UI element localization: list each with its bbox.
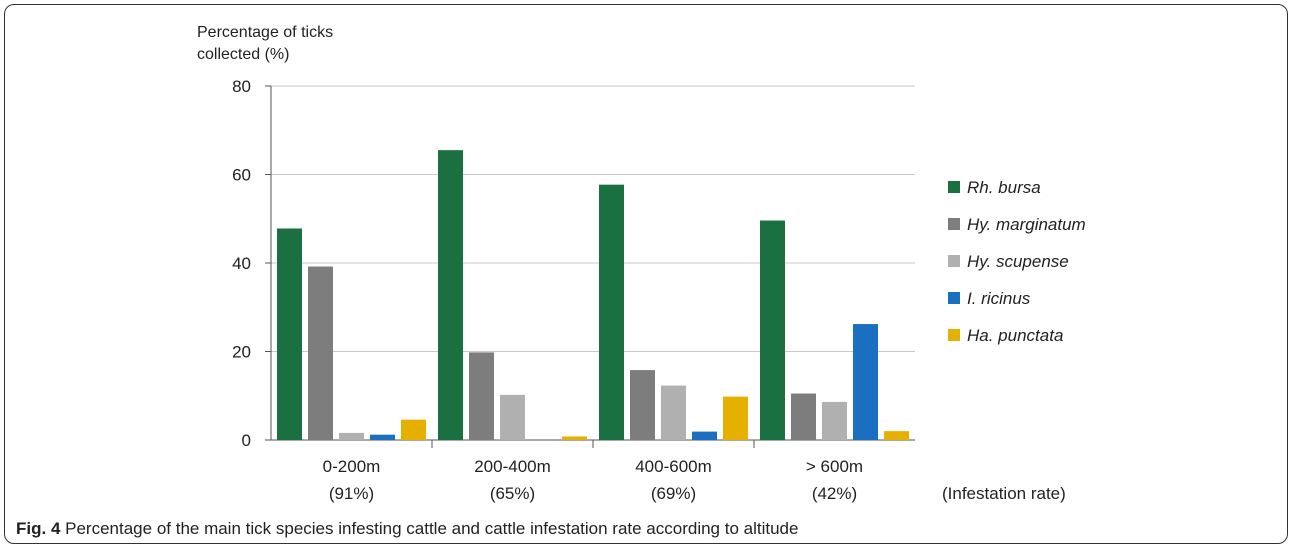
bar-i-ricinus <box>853 324 878 440</box>
legend-swatch-i-ricinus <box>948 292 960 304</box>
bar-i-ricinus <box>692 431 717 440</box>
y-tick-label: 60 <box>232 166 251 185</box>
bar-hy-scupense <box>500 394 525 440</box>
x-category-label: > 600m <box>806 457 863 476</box>
x-category-label: 200-400m <box>474 457 551 476</box>
bar-rh-bursa <box>599 184 624 440</box>
legend-swatch-hy-marginatum <box>948 218 960 230</box>
bar-hy-scupense <box>339 432 364 440</box>
bar-hy-marginatum <box>630 370 655 440</box>
y-axis-label-line2: collected (%) <box>197 46 290 63</box>
bar-hy-marginatum <box>791 393 816 440</box>
bar-hy-scupense <box>661 385 686 440</box>
bar-hy-scupense <box>822 401 847 440</box>
bar-rh-bursa <box>438 150 463 440</box>
y-tick-label: 40 <box>232 254 251 273</box>
y-tick-label: 80 <box>232 77 251 96</box>
y-axis-label-line1: Percentage of ticks <box>197 24 334 41</box>
figure-caption-text: Percentage of the main tick species infe… <box>65 519 799 538</box>
bar-ha-punctata <box>401 419 426 440</box>
legend-label: Hy. scupense <box>967 252 1069 271</box>
infestation-rate-label: (91%) <box>329 484 374 503</box>
legend-label: I. ricinus <box>967 289 1031 308</box>
legend-label: Ha. punctata <box>967 326 1063 345</box>
y-tick-label: 0 <box>242 431 251 450</box>
y-axis-label: Percentage of ticks collected (%) <box>197 22 333 66</box>
legend-swatch-hy-scupense <box>948 255 960 267</box>
x-category-label: 0-200m <box>323 457 381 476</box>
infestation-rate-label: (65%) <box>490 484 535 503</box>
bar-ha-punctata <box>884 431 909 440</box>
bar-rh-bursa <box>760 220 785 440</box>
bar-rh-bursa <box>277 228 302 440</box>
legend-swatch-rh-bursa <box>948 181 960 193</box>
figure-frame <box>4 4 1288 544</box>
figure-caption-label: Fig. 4 <box>16 519 61 538</box>
figure-caption: Fig. 4 Percentage of the main tick speci… <box>16 519 798 539</box>
infestation-rate-label: (42%) <box>812 484 857 503</box>
bar-ha-punctata <box>723 396 748 440</box>
legend-swatch-ha-punctata <box>948 329 960 341</box>
x-category-label: 400-600m <box>635 457 712 476</box>
bar-hy-marginatum <box>308 266 333 440</box>
bar-ha-punctata <box>562 436 587 440</box>
x-axis-label: (Infestation rate) <box>942 484 1066 503</box>
y-tick-label: 20 <box>232 343 251 362</box>
legend-label: Hy. marginatum <box>967 215 1086 234</box>
infestation-rate-label: (69%) <box>651 484 696 503</box>
legend-label: Rh. bursa <box>967 178 1041 197</box>
bar-hy-marginatum <box>469 352 494 440</box>
bar-i-ricinus <box>370 434 395 440</box>
